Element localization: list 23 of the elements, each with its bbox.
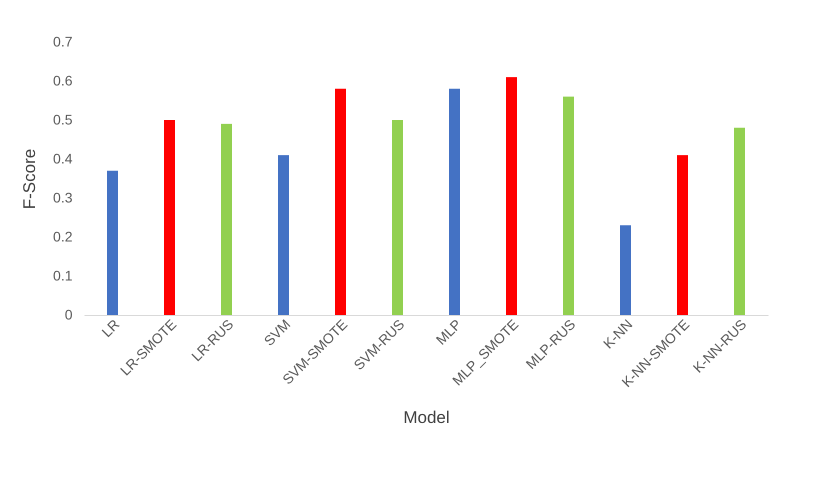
y-tick-label: 0.7 [53,34,73,50]
bar [506,77,517,315]
y-tick-label: 0.1 [53,268,73,284]
bar [734,128,745,315]
bar [620,225,631,315]
y-axis-title: F-Score [20,148,40,210]
bar [449,88,460,315]
x-axis-title: Model [403,408,450,428]
bar [278,155,289,315]
y-tick-label: 0 [64,306,73,322]
bar [677,155,688,315]
x-tick-label: LR [98,316,122,340]
y-tick-label: 0.3 [53,190,73,206]
y-tick-label: 0.2 [53,228,73,244]
bar [392,120,403,315]
y-tick-label: 0.6 [53,72,73,88]
bar [107,170,118,315]
bar [164,120,175,315]
bar [335,88,346,315]
bar [221,124,232,315]
y-tick-label: 0.4 [53,150,73,166]
bar [563,96,574,315]
y-tick-label: 0.5 [53,112,73,128]
